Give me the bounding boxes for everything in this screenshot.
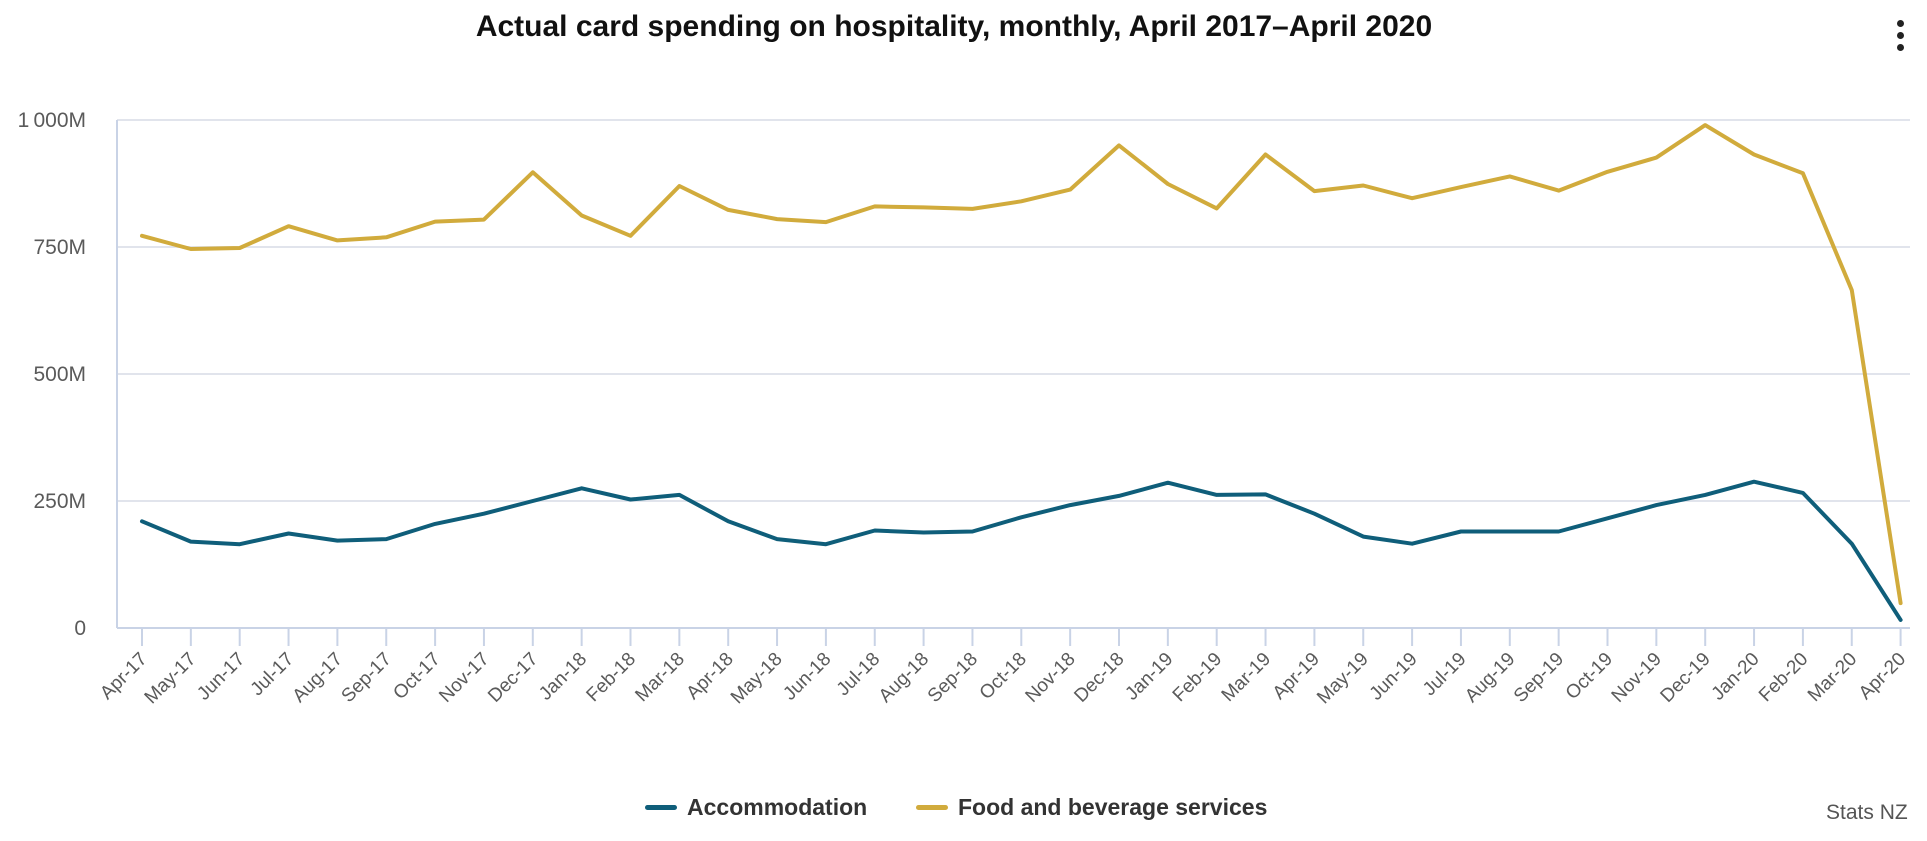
x-tick-label: Nov-18	[1022, 649, 1080, 707]
legend-swatch-accommodation	[645, 805, 677, 810]
series-line-accommodation	[140, 479, 1903, 622]
x-tick-label: Apr-20	[1855, 649, 1910, 704]
legend-item-accommodation[interactable]: Accommodation	[645, 794, 867, 821]
x-tick-label: Sep-19	[1510, 649, 1568, 707]
gridlines	[117, 119, 1910, 502]
x-tick-label: Sep-17	[338, 649, 396, 707]
x-tick-label: Dec-19	[1657, 649, 1715, 707]
y-tick-label: 750M	[33, 236, 86, 259]
menu-dot	[1896, 44, 1904, 51]
x-tick-label: Jan-20	[1708, 649, 1764, 705]
x-tick-label: May-18	[727, 649, 787, 709]
legend-item-food-and-beverage[interactable]: Food and beverage services	[916, 794, 1267, 821]
y-tick-label: 250M	[33, 490, 86, 513]
x-tick-label: Oct-18	[976, 649, 1031, 704]
source-credit[interactable]: Stats NZ	[1826, 801, 1908, 824]
series-lines	[140, 123, 1903, 622]
x-tick-label: Jun-18	[779, 649, 835, 705]
more-vertical-icon[interactable]	[1894, 20, 1906, 60]
x-tick-label: Mar-19	[1218, 649, 1275, 706]
y-tick-label: 500M	[33, 363, 86, 386]
x-tick-label: Dec-17	[484, 649, 542, 707]
menu-dot	[1896, 20, 1904, 27]
x-tick-label: Mar-20	[1804, 649, 1861, 706]
axes	[116, 120, 1910, 629]
x-tick-label: Aug-17	[289, 649, 347, 707]
x-tick-label: Oct-17	[389, 649, 444, 704]
y-tick-label: 1 000M	[18, 109, 86, 132]
x-tick-label: Nov-19	[1608, 649, 1666, 707]
x-tick-label: Jun-17	[193, 649, 249, 705]
series-line-food-and-beverage	[140, 123, 1903, 606]
x-tick-label: Jun-19	[1366, 649, 1422, 705]
chart-title: Actual card spending on hospitality, mon…	[475, 10, 1433, 43]
menu-dot	[1896, 32, 1904, 39]
x-tick-label: Jan-19	[1121, 649, 1177, 705]
x-tick-label: Jan-18	[535, 649, 591, 705]
x-tick-label: Feb-18	[583, 649, 640, 706]
line-chart: 0 250M 500M 750M 1 000M Apr-17May-17Jun-17Ju…	[18, 109, 1911, 708]
x-tick-label: Nov-17	[435, 649, 493, 707]
x-tick-label: Feb-19	[1169, 649, 1226, 706]
x-tick-label: Mar-18	[631, 649, 688, 706]
legend-label: Food and beverage services	[958, 794, 1268, 820]
x-tick-label: May-19	[1313, 649, 1373, 709]
x-tick-label: May-17	[141, 649, 201, 709]
x-tick-label: Dec-18	[1070, 649, 1128, 707]
x-tick-label: Feb-20	[1755, 649, 1812, 706]
x-tick-label: Aug-19	[1461, 649, 1519, 707]
y-tick-label: 0	[74, 617, 86, 640]
x-axis-ticks: Apr-17May-17Jun-17Jul-17Aug-17Sep-17Oct-…	[96, 628, 1910, 708]
x-tick-label: Oct-19	[1562, 649, 1617, 704]
legend: Accommodation Food and beverage services	[0, 794, 1927, 826]
legend-swatch-food-and-beverage	[916, 805, 948, 810]
x-tick-label: Sep-18	[924, 649, 982, 707]
legend-label: Accommodation	[687, 794, 868, 820]
y-axis-ticks: 0 250M 500M 750M 1 000M	[18, 109, 86, 640]
x-tick-label: Aug-18	[875, 649, 933, 707]
